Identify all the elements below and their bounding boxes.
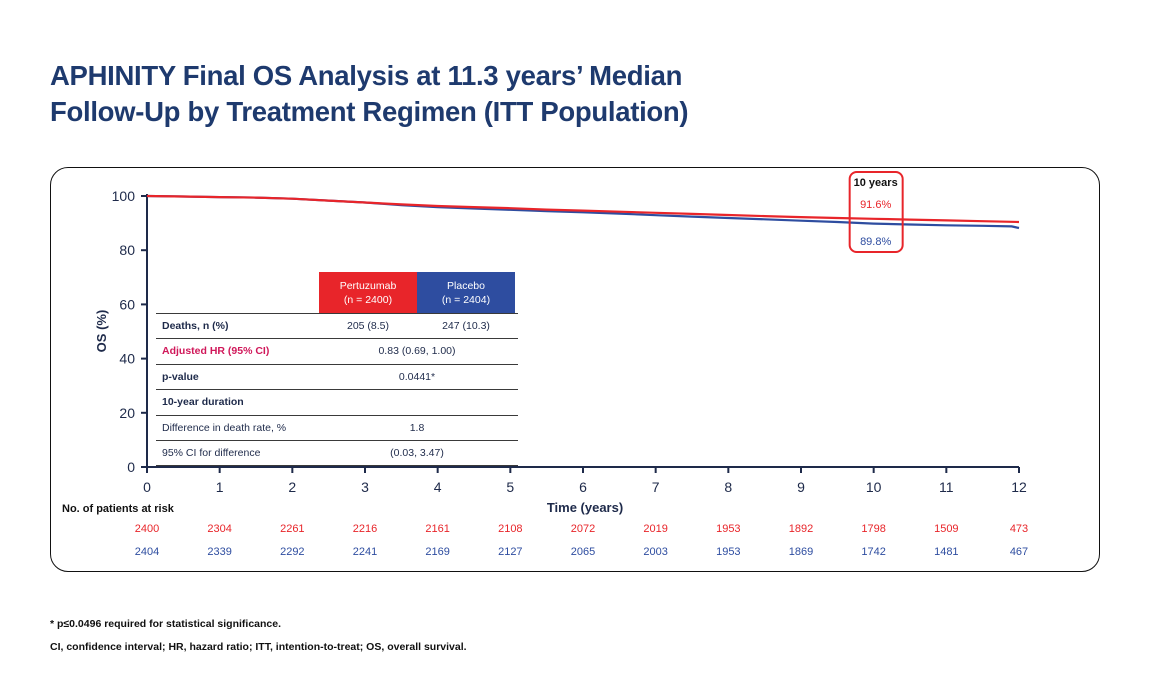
at-risk-placebo-value: 2003 bbox=[643, 546, 667, 558]
table-header: Pertuzumab (n = 2400) Placebo (n = 2404) bbox=[156, 272, 518, 313]
ten-year-label: 10 years bbox=[854, 177, 898, 189]
row-diff: Difference in death rate, % 1.8 bbox=[156, 416, 518, 441]
x-tick-label: 2 bbox=[288, 479, 296, 495]
at-risk-placebo-value: 1742 bbox=[861, 546, 885, 558]
at-risk-pertuzumab-value: 1953 bbox=[716, 523, 740, 535]
at-risk-placebo-value: 2127 bbox=[498, 546, 522, 558]
deaths-pertuzumab: 205 (8.5) bbox=[346, 320, 390, 332]
title-line-1: APHINITY Final OS Analysis at 11.3 years… bbox=[50, 60, 683, 91]
y-tick-label: 100 bbox=[112, 188, 136, 204]
at-risk-pertuzumab-value: 2261 bbox=[280, 523, 304, 535]
deaths-label: Deaths, n (%) bbox=[162, 320, 229, 332]
at-risk-pertuzumab-value: 1509 bbox=[934, 523, 958, 535]
header-pertuzumab-n: (n = 2400) bbox=[343, 293, 393, 306]
ten-year-callout-box bbox=[848, 171, 904, 253]
x-tick-label: 10 bbox=[866, 479, 882, 495]
row-hr: Adjusted HR (95% CI) 0.83 (0.69, 1.00) bbox=[156, 339, 518, 365]
duration-label: 10-year duration bbox=[162, 396, 244, 409]
x-tick-label: 11 bbox=[939, 479, 954, 495]
series-line-pertuzumab bbox=[146, 194, 1020, 224]
y-tick-label: 80 bbox=[119, 242, 135, 258]
x-axis-title: Time (years) bbox=[547, 500, 623, 515]
at-risk-pertuzumab-value: 2216 bbox=[353, 523, 377, 535]
pvalue-value: 0.0441* bbox=[398, 370, 436, 383]
ten-year-pertuzumab-value: 91.6% bbox=[860, 199, 891, 211]
header-placebo: Placebo (n = 2404) bbox=[417, 272, 515, 313]
ten-year-placebo-value: 89.8% bbox=[860, 236, 891, 248]
at-risk-pertuzumab-value: 2304 bbox=[207, 523, 231, 535]
x-tick-label: 12 bbox=[1011, 479, 1027, 495]
at-risk-pertuzumab-value: 2072 bbox=[571, 523, 595, 535]
hr-label: Adjusted HR (95% CI) bbox=[162, 345, 270, 358]
at-risk-placebo-value: 467 bbox=[1010, 546, 1028, 558]
chart-panel bbox=[50, 167, 1100, 572]
y-tick-label: 40 bbox=[119, 351, 135, 367]
y-tick-label: 0 bbox=[127, 459, 135, 475]
x-tick-label: 1 bbox=[216, 479, 224, 495]
x-tick-label: 7 bbox=[652, 479, 660, 495]
at-risk-pertuzumab-value: 1798 bbox=[861, 523, 885, 535]
ci-label: 95% CI for difference bbox=[162, 446, 261, 459]
hr-value: 0.83 (0.69, 1.00) bbox=[378, 345, 456, 358]
x-tick-label: 9 bbox=[797, 479, 805, 495]
at-risk-pertuzumab-value: 2161 bbox=[425, 523, 449, 535]
annotation-group: 10 years 91.6% 89.8% bbox=[848, 171, 904, 253]
diff-label: Difference in death rate, % bbox=[162, 421, 287, 434]
at-risk-placebo-value: 2404 bbox=[135, 546, 159, 558]
at-risk-pertuzumab-value: 2400 bbox=[135, 523, 159, 535]
ci-value: (0.03, 3.47) bbox=[390, 446, 444, 459]
at-risk-placebo-value: 2292 bbox=[280, 546, 304, 558]
x-tick-label: 3 bbox=[361, 479, 369, 495]
at-risk-placebo-value: 2339 bbox=[207, 546, 231, 558]
at-risk-placebo-value: 1481 bbox=[934, 546, 958, 558]
row-deaths: Deaths, n (%) 205 (8.5) 247 (10.3) bbox=[156, 313, 518, 340]
x-tick-label: 5 bbox=[506, 479, 514, 495]
row-pvalue: p-value 0.0441* bbox=[156, 365, 518, 391]
page-title: APHINITY Final OS Analysis at 11.3 years… bbox=[50, 58, 950, 130]
x-tick-label: 8 bbox=[724, 479, 732, 495]
at-risk-placebo-value: 1953 bbox=[716, 546, 740, 558]
header-pertuzumab-name: Pertuzumab bbox=[339, 279, 397, 292]
at-risk-placebo-value: 2065 bbox=[571, 546, 595, 558]
x-tick-label: 4 bbox=[434, 479, 442, 495]
summary-table: Pertuzumab (n = 2400) Placebo (n = 2404)… bbox=[156, 272, 518, 467]
at-risk-pertuzumab-value: 1892 bbox=[789, 523, 813, 535]
x-tick-label: 6 bbox=[579, 479, 587, 495]
at-risk-placebo-value: 2169 bbox=[425, 546, 449, 558]
header-pertuzumab: Pertuzumab (n = 2400) bbox=[319, 272, 417, 313]
at-risk-pertuzumab-value: 2019 bbox=[643, 523, 667, 535]
x-tick-label: 0 bbox=[143, 479, 151, 495]
row-ci: 95% CI for difference (0.03, 3.47) bbox=[156, 441, 518, 467]
footnote-abbreviations: CI, confidence interval; HR, hazard rati… bbox=[50, 641, 467, 653]
at-risk-placebo-value: 2241 bbox=[353, 546, 377, 558]
title-line-2: Follow-Up by Treatment Regimen (ITT Popu… bbox=[50, 96, 689, 127]
footnote-significance: * p≤0.0496 required for statistical sign… bbox=[50, 618, 282, 630]
at-risk-pertuzumab-value: 473 bbox=[1010, 523, 1028, 535]
y-tick-label: 20 bbox=[119, 405, 135, 421]
at-risk-pertuzumab-value: 2108 bbox=[498, 523, 522, 535]
diff-value: 1.8 bbox=[409, 421, 425, 434]
deaths-placebo: 247 (10.3) bbox=[442, 320, 490, 332]
row-duration: 10-year duration bbox=[156, 390, 518, 416]
header-placebo-name: Placebo bbox=[447, 279, 485, 292]
header-placebo-n: (n = 2404) bbox=[441, 293, 491, 306]
at-risk-placebo-value: 1869 bbox=[789, 546, 813, 558]
pvalue-label: p-value bbox=[162, 370, 199, 383]
at-risk-group: No. of patients at risk 2400 2304 2261 2216 2… bbox=[62, 503, 1028, 558]
y-axis-title: OS (%) bbox=[94, 310, 109, 353]
series-group bbox=[146, 194, 1020, 230]
at-risk-title: No. of patients at risk bbox=[62, 503, 175, 515]
y-tick-label: 60 bbox=[119, 296, 135, 312]
